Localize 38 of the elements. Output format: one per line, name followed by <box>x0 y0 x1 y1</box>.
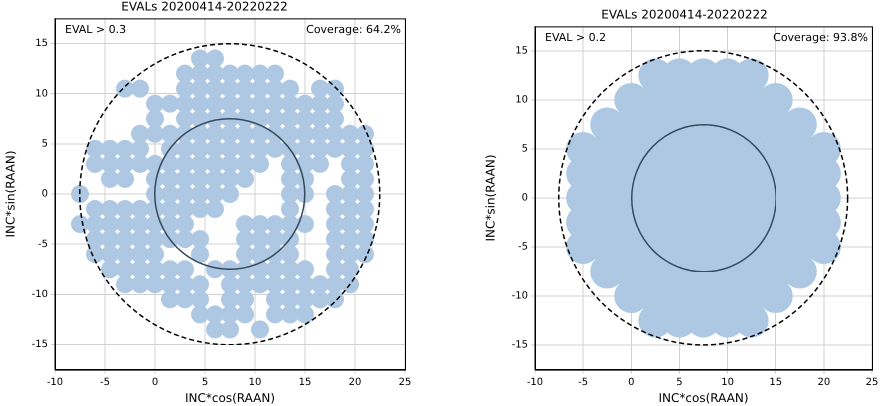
annotation: Coverage: 64.2% <box>306 22 401 36</box>
chart-title: EVALs 20200414-20220222 <box>121 0 288 14</box>
annotation: EVAL > 0.2 <box>545 30 606 44</box>
y-tick-label: 10 <box>35 88 48 100</box>
x-tick-label: 5 <box>202 377 208 388</box>
y-tick-label: 0 <box>522 192 528 204</box>
y-axis-title: INC*sin(RAAN) <box>483 154 498 242</box>
annotation: Coverage: 93.8% <box>773 30 868 44</box>
y-tick-label: 0 <box>42 188 48 200</box>
y-tick-label: -5 <box>518 242 528 253</box>
x-tick-label: 10 <box>248 377 262 388</box>
x-tick-label: 20 <box>817 377 830 388</box>
x-tick-label: 15 <box>769 377 782 388</box>
x-axis-title: INC*cos(RAAN) <box>184 390 276 405</box>
y-tick-label: -10 <box>32 288 48 300</box>
annotation: EVAL > 0.3 <box>65 22 126 36</box>
x-tick-label: 5 <box>676 377 683 388</box>
y-tick-label: 15 <box>35 38 48 50</box>
y-tick-label: -15 <box>32 339 48 350</box>
x-tick-label: 10 <box>721 377 734 388</box>
x-tick-label: -5 <box>100 377 110 388</box>
x-tick-label: 25 <box>398 377 412 388</box>
chart-title: EVALs 20200414-20220222 <box>601 7 768 22</box>
x-axis-title: INC*cos(RAAN) <box>658 390 749 405</box>
y-tick-label: -5 <box>38 238 48 250</box>
y-tick-label: 5 <box>42 138 48 150</box>
y-axis-title: INC*sin(RAAN) <box>3 150 18 238</box>
x-tick-label: 0 <box>628 377 634 388</box>
x-tick-label: -5 <box>578 377 588 388</box>
x-tick-label: 15 <box>298 377 312 388</box>
y-tick-label: 5 <box>522 144 528 155</box>
x-tick-label: 20 <box>348 377 362 388</box>
x-tick-label: 25 <box>866 377 878 388</box>
y-tick-label: -10 <box>512 290 528 302</box>
y-tick-label: 10 <box>515 94 528 106</box>
x-tick-label: 0 <box>152 377 158 388</box>
y-tick-label: -15 <box>512 340 528 351</box>
y-tick-label: 15 <box>515 46 528 57</box>
